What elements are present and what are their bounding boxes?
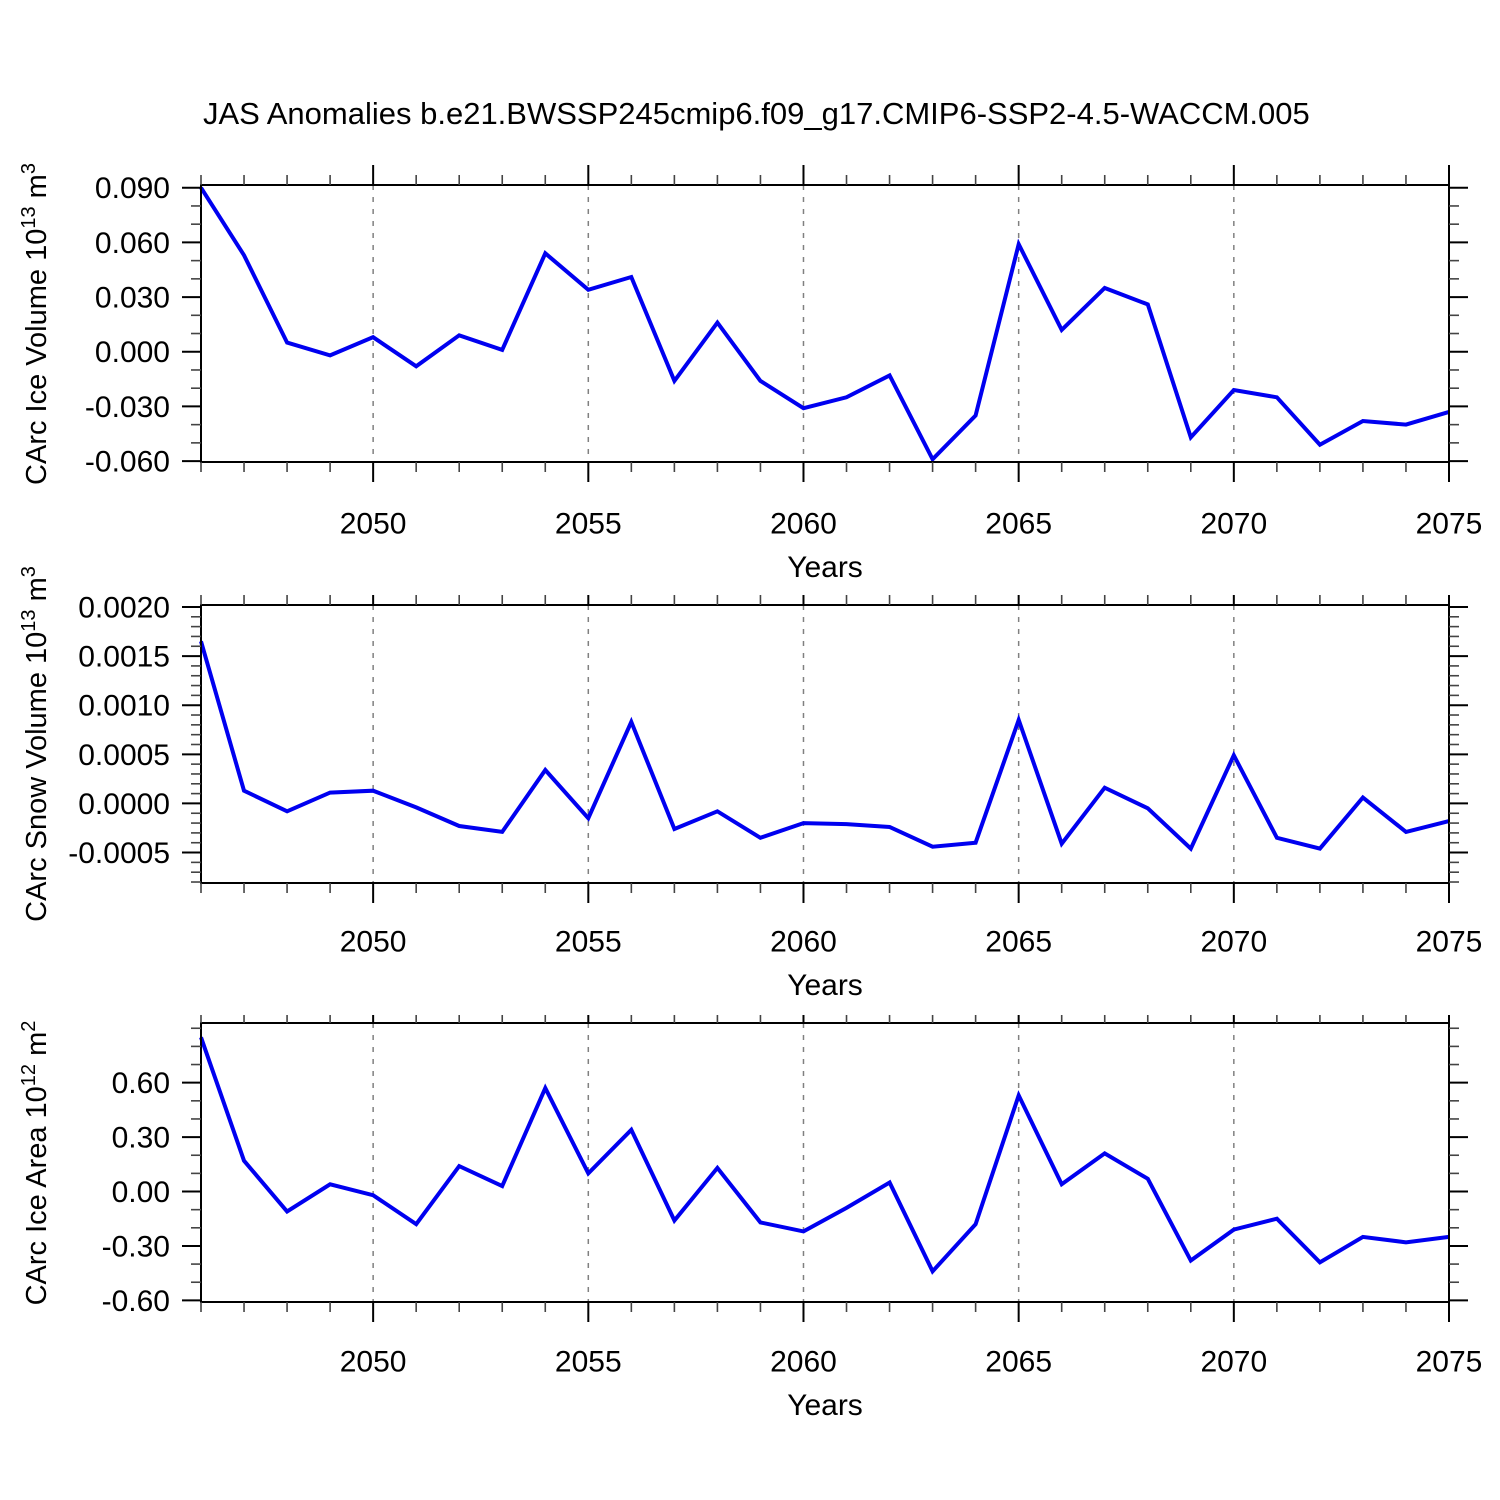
y-tick-label: 0.0020 <box>78 595 170 624</box>
x-tick-label: 2070 <box>1200 926 1267 959</box>
y-tick-label: 0.30 <box>112 1122 170 1155</box>
y-tick-label: 0.000 <box>95 336 170 369</box>
y-tick-label: 0.0015 <box>78 641 170 674</box>
x-tick-label: 2055 <box>555 508 622 541</box>
x-tick-label: 2065 <box>985 926 1052 959</box>
plot-border <box>200 604 1450 884</box>
y-tick-label: 0.090 <box>95 172 170 205</box>
y-tick-label: -0.60 <box>102 1285 170 1318</box>
x-tick-label: 2050 <box>340 1346 407 1379</box>
x-tick-label: 2050 <box>340 926 407 959</box>
figure-title: JAS Anomalies b.e21.BWSSP245cmip6.f09_g1… <box>203 96 1310 131</box>
y-tick-label: 0.060 <box>95 227 170 260</box>
x-tick-label: 2055 <box>555 926 622 959</box>
x-tick-label: 2075 <box>1416 926 1483 959</box>
data-series-line-ice-volume <box>199 186 1450 463</box>
y-tick-label: -0.030 <box>85 391 170 424</box>
x-tick-label: 2075 <box>1416 1346 1483 1379</box>
x-tick-label: 2070 <box>1200 1346 1267 1379</box>
x-tick-label: 2060 <box>770 926 837 959</box>
y-tick-label: -0.0005 <box>68 837 170 870</box>
y-tick-label: 0.60 <box>112 1067 170 1100</box>
plot-snow-volume: 2050 2055 2060 2065 2070 2075 0.0020 0.0015 0.00… <box>68 595 1483 959</box>
data-series-line-snow-volume <box>199 640 1450 852</box>
x-tick-label: 2050 <box>340 508 407 541</box>
y-tick-label: -0.060 <box>85 446 170 479</box>
y-tick-label: 0.0005 <box>78 739 170 772</box>
y-tick-label: 0.00 <box>112 1176 170 1209</box>
chart-panel-ice-area: CArc Ice Area 1012 m2 2050 2055 2060 2065 207… <box>0 1015 1500 1485</box>
plot-ice-area: 2050 2055 2060 2065 2070 2075 0.60 0.30 0.00 -0.3… <box>102 1015 1483 1379</box>
x-axis-title-ice-area: Years <box>787 1389 863 1422</box>
chart-panel-snow-volume: CArc Snow Volume 1013 m3 2050 2055 2060 2065… <box>0 566 1500 1015</box>
y-axis-title-part: 3 <box>18 566 41 578</box>
plot-ice-volume: 2050 2055 2060 2065 2070 2075 0.090 0.060 0.030 0… <box>85 165 1483 541</box>
y-tick-label: -0.30 <box>102 1230 170 1263</box>
x-tick-label: 2065 <box>985 1346 1052 1379</box>
y-tick-label: 0.0010 <box>78 690 170 723</box>
data-series-line-ice-area <box>199 1036 1450 1275</box>
x-tick-label: 2060 <box>770 1346 837 1379</box>
y-tick-label: 0.0000 <box>78 788 170 821</box>
x-tick-label: 2065 <box>985 508 1052 541</box>
x-tick-label: 2070 <box>1200 508 1267 541</box>
x-tick-label: 2075 <box>1416 508 1483 541</box>
x-axis-title-snow-volume: Years <box>787 969 863 1002</box>
plot-border <box>200 184 1450 463</box>
x-tick-label: 2060 <box>770 508 837 541</box>
y-tick-label: 0.030 <box>95 282 170 315</box>
chart-panel-ice-volume: CArc Ice Volume 1013 m3 2050 2055 2060 2065 2… <box>0 135 1500 595</box>
plot-border <box>200 1022 1450 1303</box>
x-tick-label: 2055 <box>555 1346 622 1379</box>
x-axis-title-ice-volume: Years <box>787 551 863 584</box>
